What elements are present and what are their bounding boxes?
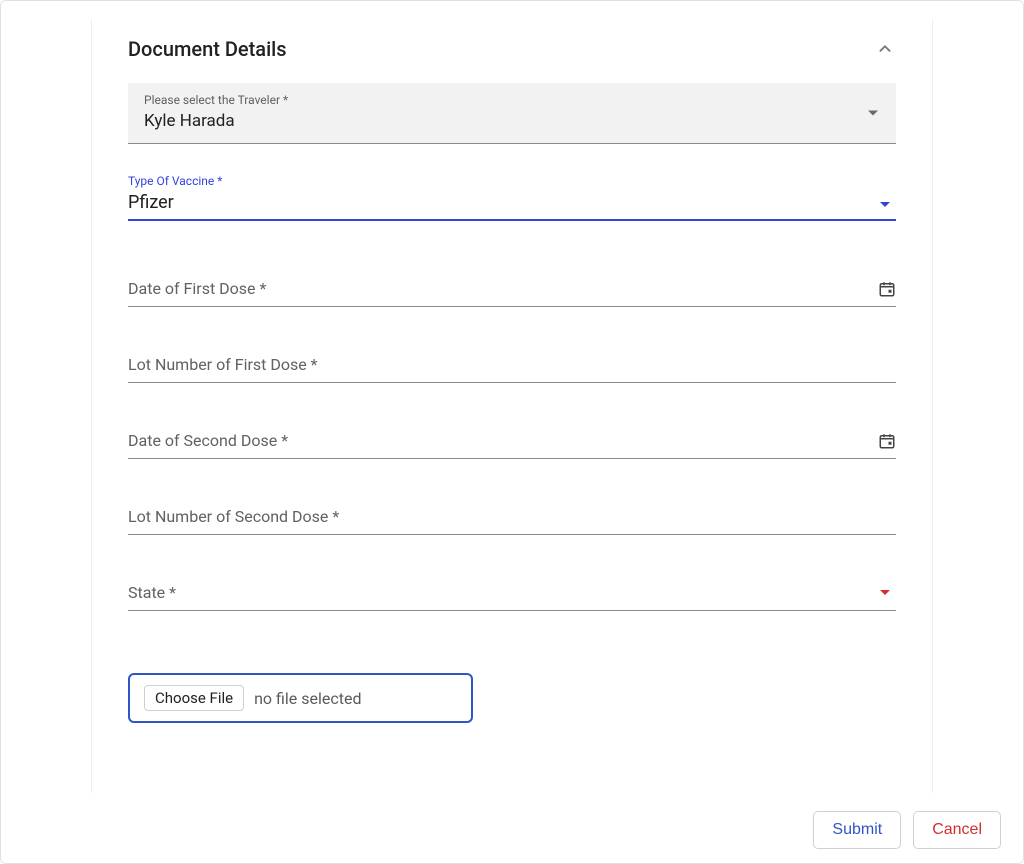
traveler-select[interactable]: Please select the Traveler * Kyle Harada (128, 83, 896, 144)
traveler-select-label: Please select the Traveler * (144, 93, 880, 107)
cancel-button[interactable]: Cancel (913, 811, 1001, 849)
first-dose-lot-label: Lot Number of First Dose * (128, 355, 318, 374)
state-select[interactable]: State * (128, 575, 896, 611)
second-dose-date-label: Date of Second Dose * (128, 431, 288, 450)
state-label: State * (128, 583, 176, 602)
dropdown-caret-icon (880, 202, 890, 207)
first-dose-date-label: Date of First Dose * (128, 279, 266, 298)
first-dose-lot-input[interactable]: Lot Number of First Dose * (128, 347, 896, 383)
file-status-text: no file selected (254, 689, 361, 708)
calendar-icon[interactable] (878, 432, 896, 450)
choose-file-button[interactable]: Choose File (144, 685, 244, 711)
traveler-select-value: Kyle Harada (144, 111, 880, 131)
file-upload-box[interactable]: Choose File no file selected (128, 673, 473, 723)
dialog-container: Document Details Please select the Trave… (0, 0, 1024, 864)
calendar-icon[interactable] (878, 280, 896, 298)
vaccine-type-select[interactable]: Type Of Vaccine * Pfizer (128, 174, 896, 221)
submit-button[interactable]: Submit (813, 811, 901, 849)
chevron-up-icon (874, 38, 896, 60)
second-dose-lot-label: Lot Number of Second Dose * (128, 507, 339, 526)
vaccine-type-value: Pfizer (128, 192, 896, 213)
vaccine-type-label: Type Of Vaccine * (128, 174, 896, 188)
dropdown-caret-icon (868, 111, 878, 116)
section-header[interactable]: Document Details (128, 37, 896, 61)
form-scroll-area: Document Details Please select the Trave… (91, 19, 933, 793)
section-title: Document Details (128, 37, 287, 61)
first-dose-date-input[interactable]: Date of First Dose * (128, 271, 896, 307)
dropdown-caret-icon (880, 590, 890, 595)
second-dose-date-input[interactable]: Date of Second Dose * (128, 423, 896, 459)
footer-actions: Submit Cancel (813, 811, 1001, 849)
second-dose-lot-input[interactable]: Lot Number of Second Dose * (128, 499, 896, 535)
